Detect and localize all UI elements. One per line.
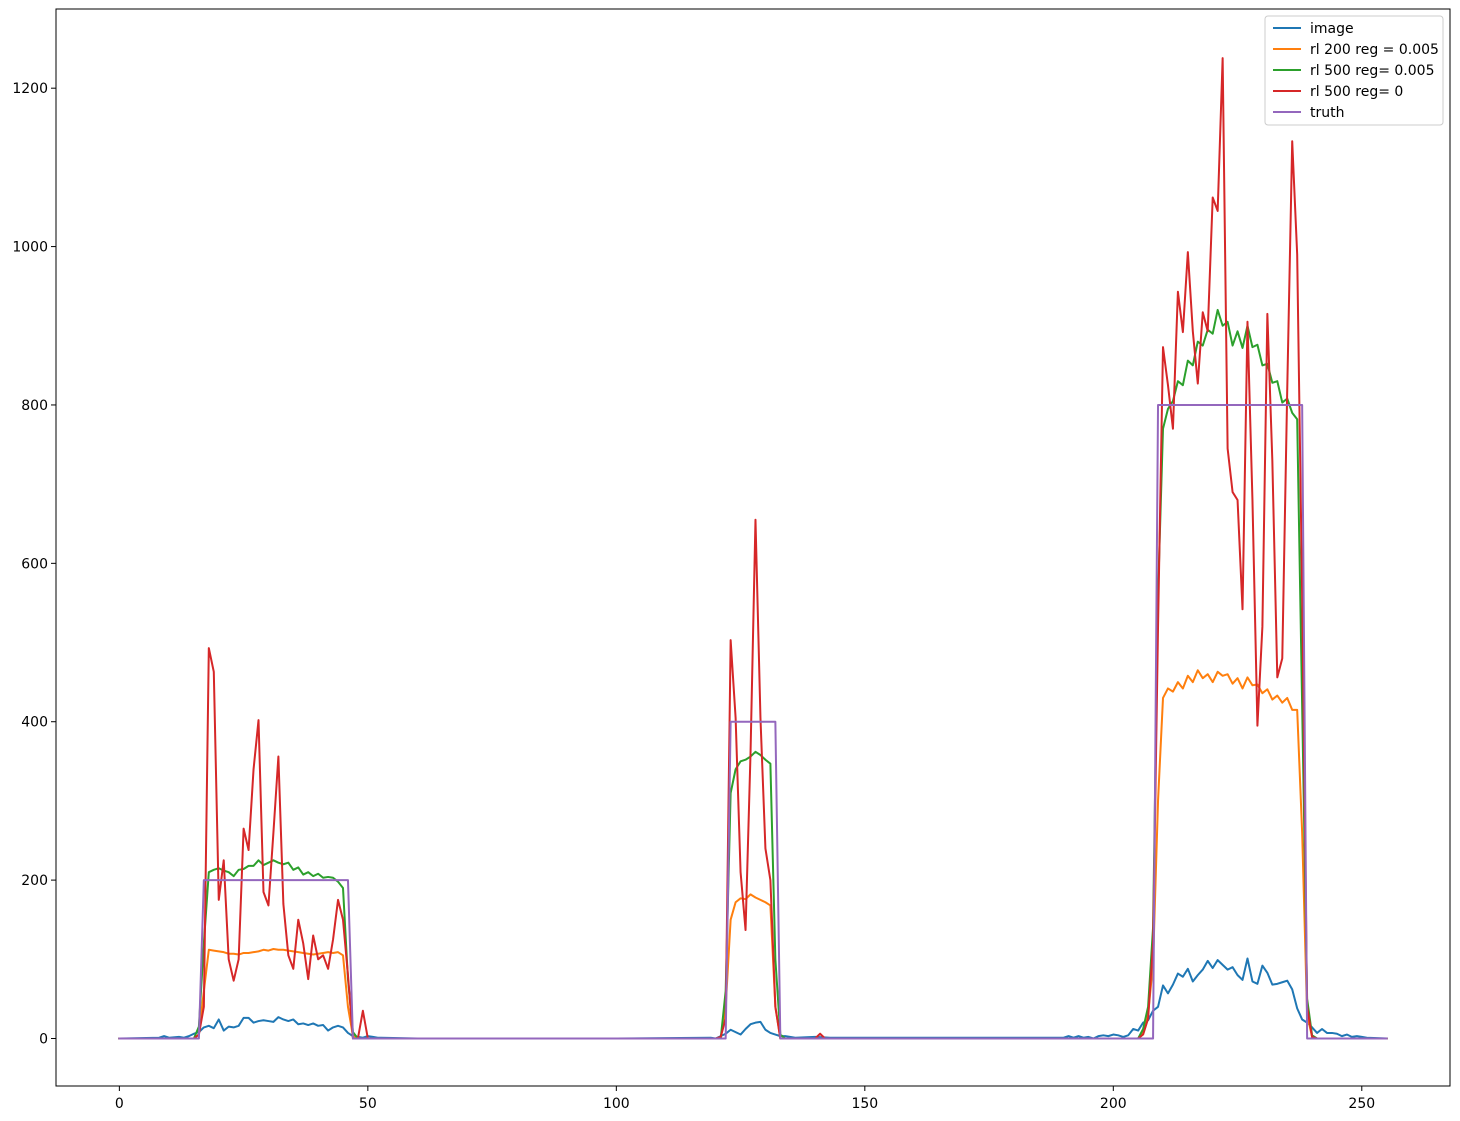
y-tick-label-2: 400: [21, 715, 48, 731]
x-tick-label-2: 100: [603, 1096, 630, 1112]
y-tick-label-6: 1200: [12, 81, 48, 97]
y-tick-label-4: 800: [21, 398, 48, 414]
series-line-4: [118, 403, 1388, 1040]
x-axis: 0 50 100 150 200 250: [115, 1086, 1375, 1112]
x-tick-label-5: 250: [1348, 1096, 1375, 1112]
x-tick-label-0: 0: [115, 1096, 124, 1112]
series-layer: [118, 57, 1388, 1040]
y-tick-label-3: 600: [21, 556, 48, 572]
y-axis: 0 200 400 600 800 1000 1200: [12, 81, 56, 1047]
x-tick-label-3: 150: [851, 1096, 878, 1112]
legend: image rl 200 reg = 0.005 rl 500 reg= 0.005…: [1264, 15, 1444, 126]
plot-frame: [55, 8, 1451, 1087]
x-tick-label-1: 50: [359, 1096, 377, 1112]
legend-box: [1264, 15, 1444, 126]
series-line-3: [118, 57, 1388, 1040]
legend-label-3: rl 500 reg= 0: [1310, 84, 1403, 100]
series-line-2: [118, 308, 1388, 1040]
y-tick-label-1: 200: [21, 873, 48, 889]
legend-label-1: rl 200 reg = 0.005: [1310, 42, 1439, 58]
legend-label-2: rl 500 reg= 0.005: [1310, 63, 1434, 79]
series-line-1: [118, 669, 1388, 1040]
y-tick-label-0: 0: [39, 1031, 48, 1047]
legend-label-4: truth: [1310, 105, 1344, 121]
x-tick-label-4: 200: [1100, 1096, 1127, 1112]
legend-label-0: image: [1310, 21, 1354, 37]
y-tick-label-5: 1000: [12, 240, 48, 256]
